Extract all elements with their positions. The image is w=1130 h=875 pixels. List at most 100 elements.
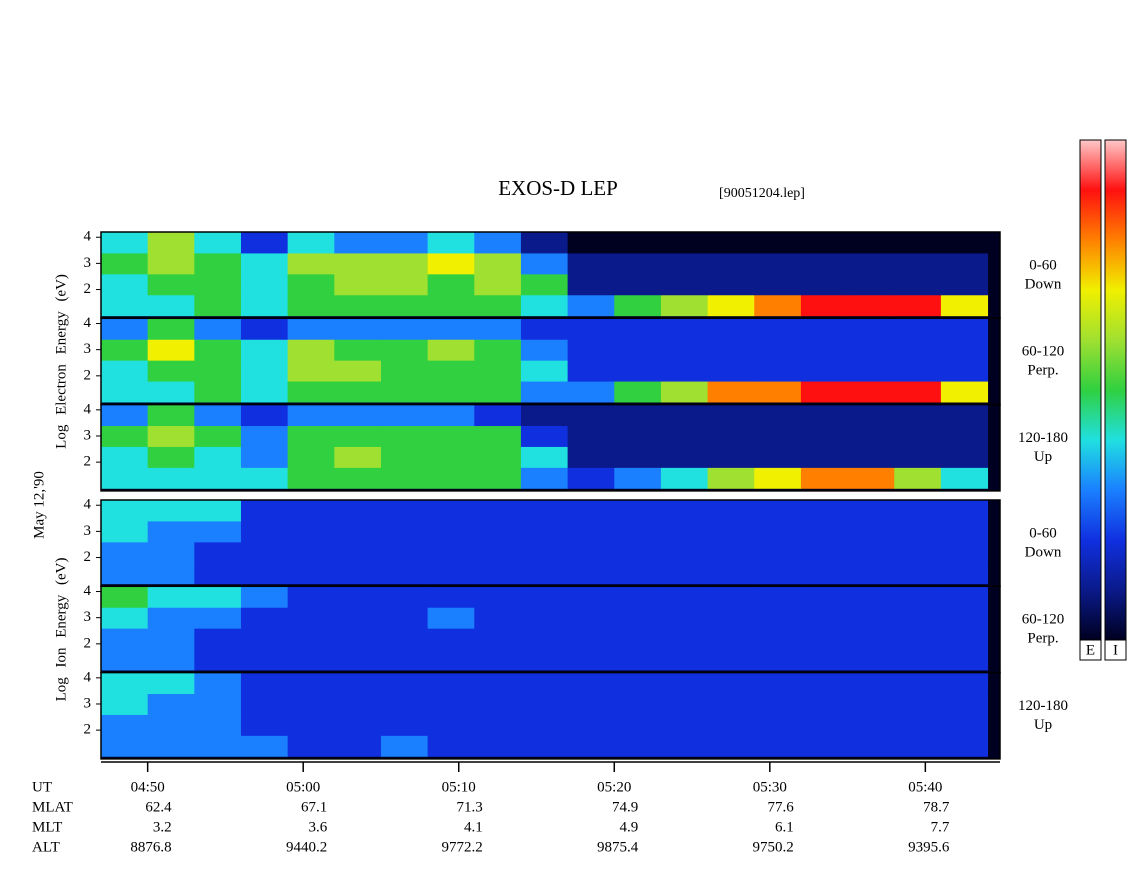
heatmap-cell xyxy=(147,404,195,427)
heatmap-cell xyxy=(614,294,662,317)
panel-frame xyxy=(100,403,1001,492)
heatmap-cell xyxy=(427,232,475,254)
heatmap-cell xyxy=(101,318,149,340)
heatmap-cell xyxy=(194,628,242,650)
heatmap-cell xyxy=(800,318,849,340)
heatmap-cell xyxy=(427,273,475,296)
heatmap-cell xyxy=(847,294,895,317)
heatmap-cell xyxy=(240,693,289,715)
ephemeris-value: 4.9 xyxy=(620,819,639,835)
heatmap-cell xyxy=(940,586,989,608)
heatmap-cell xyxy=(847,649,895,671)
heatmap-cell xyxy=(101,586,149,608)
heatmap-cell xyxy=(614,562,662,585)
heatmap-cell xyxy=(520,446,569,468)
y-tick-label: 2 xyxy=(84,281,92,297)
heatmap-cell xyxy=(754,520,802,543)
heatmap-cell xyxy=(287,520,335,543)
heatmap-cell xyxy=(520,649,569,671)
heatmap-cell xyxy=(380,562,429,585)
heatmap-cell xyxy=(660,714,709,736)
heatmap-cell xyxy=(474,628,522,650)
heatmap-cell xyxy=(894,520,942,543)
heatmap-cell xyxy=(800,672,849,695)
heatmap-cell xyxy=(240,232,289,254)
colorbar xyxy=(1079,139,1102,641)
heatmap-cell xyxy=(147,562,195,585)
heatmap-cell xyxy=(194,252,242,275)
heatmap-cell xyxy=(847,607,895,629)
heatmap-cell xyxy=(894,273,942,296)
heatmap-cell xyxy=(240,562,289,585)
heatmap-cell xyxy=(707,520,755,543)
panel-label: Down xyxy=(1025,276,1062,292)
heatmap-cell xyxy=(147,649,195,671)
heatmap-cell xyxy=(474,500,522,522)
heatmap-cell xyxy=(754,339,802,361)
x-tick-label: 04:50 xyxy=(131,779,165,795)
heatmap-cell xyxy=(240,273,289,296)
heatmap-cell xyxy=(101,500,149,522)
heatmap-cell xyxy=(334,273,382,296)
heatmap-cell xyxy=(800,273,849,296)
heatmap-cell xyxy=(707,693,755,715)
heatmap-cell xyxy=(101,381,149,403)
heatmap-cell xyxy=(660,360,709,382)
heatmap-cell xyxy=(194,294,242,317)
heatmap-cell xyxy=(614,500,662,522)
heatmap-cell xyxy=(427,500,475,522)
heatmap-cell xyxy=(380,360,429,382)
x-tick-label: 05:40 xyxy=(908,779,942,795)
heatmap-cell xyxy=(520,318,569,340)
heatmap-cell xyxy=(520,520,569,543)
heatmap-cell xyxy=(520,628,569,650)
heatmap-cell xyxy=(334,252,382,275)
heatmap-cell xyxy=(754,586,802,608)
heatmap-cell xyxy=(287,467,335,489)
heatmap-cell xyxy=(147,541,195,564)
heatmap-cell xyxy=(147,628,195,650)
panel-label: 0-60 xyxy=(1029,257,1057,273)
heatmap-cell xyxy=(380,520,429,543)
heatmap-cell xyxy=(940,649,989,671)
heatmap-cell xyxy=(847,672,895,695)
heatmap-cell xyxy=(940,232,989,254)
heatmap-cell xyxy=(707,252,755,275)
heatmap-cell xyxy=(800,649,849,671)
heatmap-cell xyxy=(754,672,802,695)
heatmap-cell xyxy=(427,360,475,382)
heatmap-cell xyxy=(614,446,662,468)
heatmap-cell xyxy=(380,500,429,522)
heatmap-cell xyxy=(660,628,709,650)
heatmap-cell xyxy=(800,607,849,629)
heatmap-cell xyxy=(240,425,289,447)
heatmap-cell xyxy=(847,273,895,296)
heatmap-cell xyxy=(800,714,849,736)
heatmap-cell xyxy=(287,735,335,757)
heatmap-cell xyxy=(940,318,989,340)
heatmap-cell xyxy=(754,714,802,736)
heatmap-cell xyxy=(380,649,429,671)
heatmap-cell xyxy=(380,693,429,715)
heatmap-cell xyxy=(380,467,429,489)
heatmap-cell xyxy=(334,294,382,317)
heatmap-cell xyxy=(474,360,522,382)
heatmap-cell xyxy=(847,714,895,736)
heatmap-cell xyxy=(754,232,802,254)
heatmap-cell xyxy=(520,541,569,564)
heatmap-cell xyxy=(101,541,149,564)
heatmap-cell xyxy=(287,649,335,671)
heatmap-cell xyxy=(567,425,615,447)
heatmap-cell xyxy=(380,714,429,736)
heatmap-cell xyxy=(940,381,989,403)
heatmap-cell xyxy=(800,252,849,275)
ephemeris-value: 62.4 xyxy=(145,799,172,815)
heatmap-cell xyxy=(660,294,709,317)
heatmap-cell xyxy=(754,467,802,489)
heatmap-cell xyxy=(520,500,569,522)
heatmap-cell xyxy=(474,672,522,695)
heatmap-cell xyxy=(707,562,755,585)
heatmap-cell xyxy=(754,649,802,671)
heatmap-cell xyxy=(800,628,849,650)
heatmap-cell xyxy=(847,339,895,361)
